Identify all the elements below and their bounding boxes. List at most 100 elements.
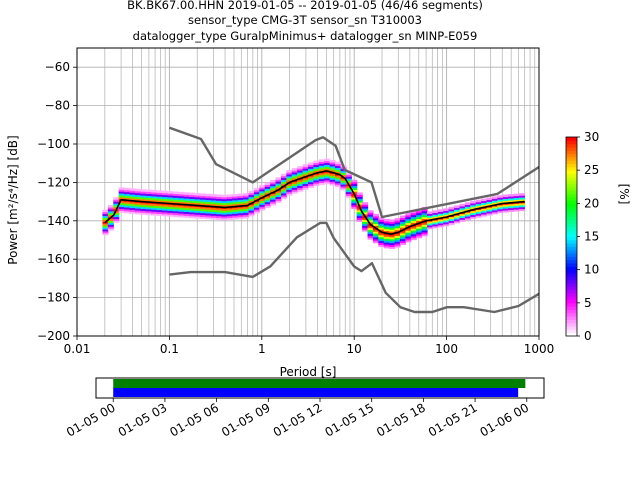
psd-density-cell [178, 197, 185, 201]
y-tick-label: −120 [37, 175, 70, 189]
psd-density-cell [437, 209, 444, 212]
psd-density-cell [475, 199, 482, 203]
psd-density-cell [437, 222, 444, 226]
psd-density-cell [389, 244, 396, 248]
psd-density-cell [410, 210, 417, 214]
psd-density-cell [134, 211, 141, 215]
plot-frame [76, 47, 540, 337]
psd-density-cell [237, 199, 244, 202]
psd-density-cell [410, 214, 417, 218]
psd-density-cell [129, 211, 136, 214]
psd-density-cell [437, 224, 444, 228]
psd-density-cell [183, 213, 190, 216]
psd-density-cell [486, 210, 493, 214]
psd-density-cell [383, 243, 390, 247]
colorbar-tick-label: 20 [584, 196, 599, 210]
psd-density-cell [199, 202, 206, 206]
psd-density-cell [329, 160, 336, 163]
psd-density-cell [318, 180, 325, 184]
psd-density-cell [394, 239, 401, 242]
psd-density-cell [383, 241, 390, 245]
colorbar-step [566, 203, 577, 208]
psd-density-cell [129, 205, 136, 209]
psd-density-cell [113, 210, 120, 214]
psd-density-cell [502, 208, 509, 211]
psd-density-cell [270, 201, 277, 204]
psd-density-cell [161, 196, 168, 200]
psd-density-cell [189, 194, 196, 198]
psd-density-cell [362, 225, 369, 228]
psd-density-cell [399, 230, 406, 234]
colorbar-step [566, 200, 577, 204]
psd-density-cell [308, 179, 315, 183]
psd-density-cell [145, 212, 152, 216]
psd-density-cell [329, 183, 336, 186]
psd-density-cell [161, 198, 168, 201]
psd-density-cell [199, 214, 206, 217]
psd-density-cell [253, 203, 260, 206]
psd-density-cell [416, 235, 423, 239]
psd-density-cell [264, 190, 271, 193]
psd-density-cell [362, 207, 369, 211]
psd-density-cell [345, 191, 352, 195]
colorbar-step [566, 266, 577, 271]
psd-density-cell [416, 218, 423, 221]
psd-density-cell [167, 198, 174, 202]
psd-density-cell [459, 213, 466, 217]
psd-density-cell [264, 186, 271, 189]
colorbar-step [566, 276, 577, 281]
psd-density-cell [518, 193, 525, 196]
psd-density-cell [253, 195, 260, 199]
psd-density-cell [113, 199, 120, 202]
psd-density-cell [486, 203, 493, 206]
psd-density-cell [248, 198, 255, 201]
psd-density-cell [475, 215, 482, 218]
psd-density-cell [124, 191, 131, 195]
psd-density-cell [367, 212, 374, 215]
psd-density-cell [172, 193, 179, 196]
psd-density-cell [199, 195, 206, 198]
psd-density-cell [275, 183, 282, 186]
psd-density-cell [421, 214, 428, 218]
psd-density-cell [102, 225, 109, 228]
psd-density-cell [134, 192, 141, 196]
psd-density-cell [491, 196, 498, 199]
psd-density-cell [464, 208, 471, 211]
psd-density-cell [416, 212, 423, 216]
psd-density-cell [421, 218, 428, 221]
psd-density-cell [297, 173, 304, 177]
psd-density-cell [161, 211, 168, 215]
psd-density-cell [205, 203, 212, 206]
psd-density-cell [470, 214, 477, 217]
psd-density-cell [151, 195, 158, 199]
psd-density-cell [421, 226, 428, 229]
psd-density-cell [140, 189, 147, 192]
psd-density-cell [237, 197, 244, 200]
psd-density-cell [275, 186, 282, 190]
psd-density-cell [107, 228, 114, 231]
colorbar-tick-label: 25 [584, 163, 599, 177]
psd-density-cell [502, 206, 509, 209]
psd-density-cell [421, 231, 428, 235]
psd-density-cell [389, 242, 396, 246]
colorbar-step [566, 306, 577, 310]
psd-density-cell [378, 225, 385, 228]
psd-density-cell [172, 212, 179, 216]
psd-density-cell [221, 212, 228, 215]
psd-density-cell [313, 162, 320, 166]
psd-density-cell [118, 191, 125, 194]
psd-density-cell [216, 194, 223, 197]
psd-density-cell [259, 190, 266, 194]
psd-density-cell [389, 238, 396, 242]
psd-density-cell [167, 191, 174, 194]
psd-density-cell [194, 198, 201, 202]
psd-density-cell [107, 226, 114, 229]
psd-density-cell [454, 209, 461, 212]
psd-density-cell [410, 222, 417, 225]
psd-density-cell [502, 198, 509, 201]
psd-density-cell [129, 207, 136, 210]
psd-density-cell [172, 199, 179, 202]
timeline-tick-label: 01-06 00 [478, 400, 532, 439]
psd-density-cell [226, 194, 233, 197]
